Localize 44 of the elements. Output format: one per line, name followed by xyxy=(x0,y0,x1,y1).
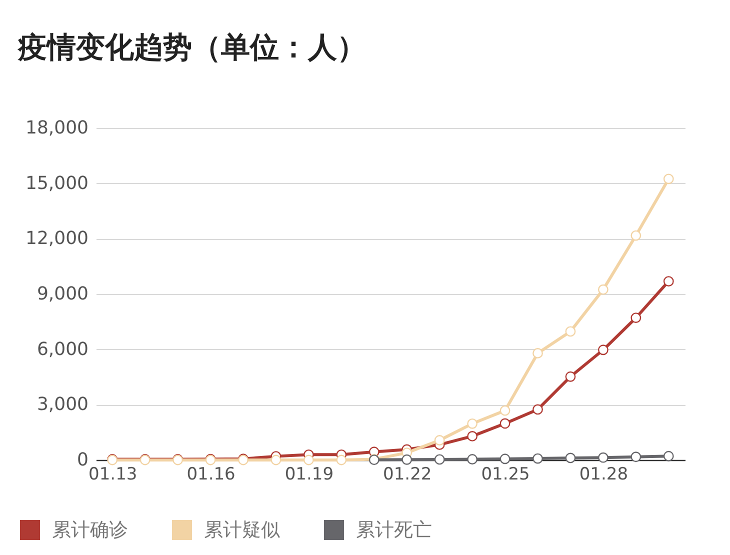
legend-label: 累计死亡 xyxy=(356,519,432,541)
x-tick-label: 01.22 xyxy=(383,464,432,484)
y-tick-label: 6,000 xyxy=(36,338,88,360)
chart-title: 疫情变化趋势（单位：人） xyxy=(17,30,366,64)
point xyxy=(434,435,445,446)
x-tick-label: 01.13 xyxy=(88,464,138,484)
point xyxy=(663,174,674,184)
x-tick-label: 01.16 xyxy=(186,464,236,484)
point xyxy=(565,371,576,382)
x-tick-label: 01.25 xyxy=(481,464,530,484)
point xyxy=(598,452,608,463)
point xyxy=(663,450,674,462)
point xyxy=(500,405,510,416)
point xyxy=(598,284,608,295)
point xyxy=(336,454,347,466)
legend-label: 累计确诊 xyxy=(52,519,128,541)
point xyxy=(402,454,412,465)
y-tick-label: 0 xyxy=(77,450,88,470)
point xyxy=(532,453,543,464)
point xyxy=(467,418,478,429)
x-tick-label: 01.28 xyxy=(579,464,628,484)
legend-label: 累计疑似 xyxy=(204,519,280,541)
point xyxy=(467,454,478,464)
point xyxy=(598,344,608,356)
point xyxy=(565,452,576,464)
point xyxy=(630,312,642,323)
point xyxy=(663,276,674,286)
point xyxy=(532,348,543,358)
x-tick-label: 01.19 xyxy=(284,464,334,484)
point xyxy=(303,454,314,466)
y-tick-label: 18,000 xyxy=(26,118,88,138)
point xyxy=(434,454,445,465)
point xyxy=(630,452,642,462)
point xyxy=(500,418,510,429)
point xyxy=(500,454,510,464)
y-tick-label: 12,000 xyxy=(26,228,88,250)
y-tick-label: 3,000 xyxy=(36,394,88,416)
point xyxy=(467,431,478,442)
point xyxy=(532,404,543,415)
point xyxy=(565,326,576,337)
y-tick-label: 9,000 xyxy=(36,284,88,304)
point xyxy=(270,454,282,466)
point xyxy=(630,230,642,241)
y-tick-label: 15,000 xyxy=(26,172,88,194)
